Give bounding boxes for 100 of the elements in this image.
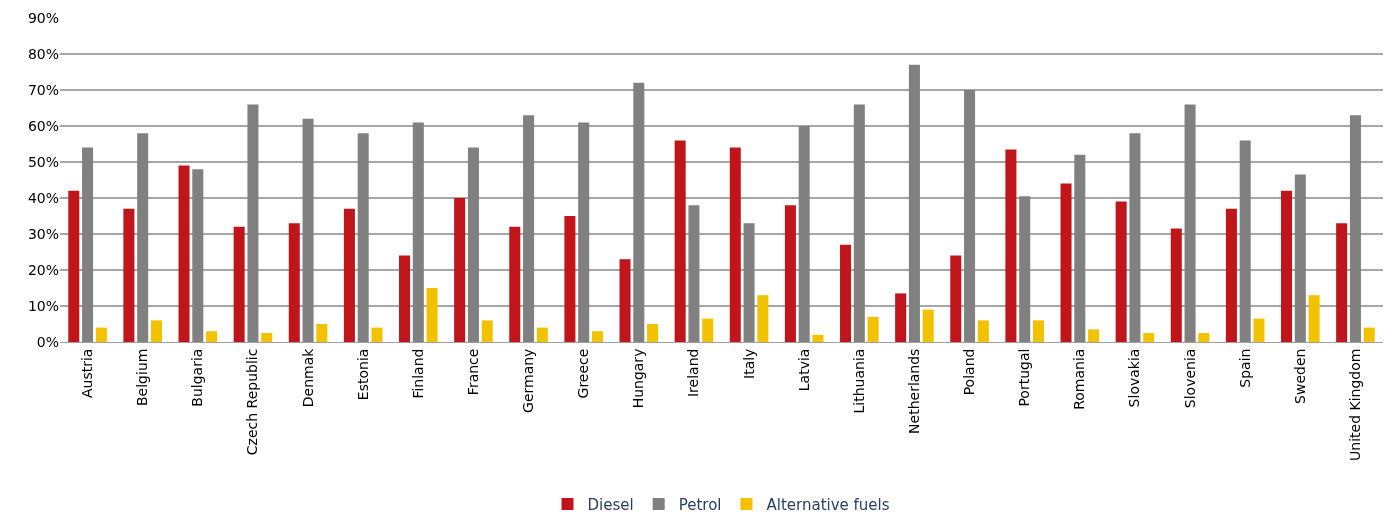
bar [137,133,149,342]
x-tick-label: Denmak [299,347,316,408]
bar [288,223,300,342]
x-tick-label: Finland [409,348,426,399]
x-tick-label: Hungary [630,348,647,409]
x-tick-label: Romania [1071,348,1088,410]
bar [302,118,314,342]
bar [1198,333,1210,342]
legend-label: Alternative fuels [766,495,890,514]
bar [564,216,576,342]
bar [412,122,424,342]
x-tick-label: Estonia [354,348,371,401]
bar [729,147,741,342]
bar [1060,183,1072,342]
y-tick-label: 0% [36,333,59,350]
bar [357,133,369,342]
bar [192,169,204,342]
bar [95,327,107,342]
bar [591,331,603,342]
y-tick-label: 40% [27,189,59,206]
x-tick-label: Czech Republic [244,348,261,456]
bar [1115,201,1127,342]
bar [1032,320,1044,342]
bar [82,147,94,342]
y-tick-label: 80% [27,45,59,62]
x-tick-label: Sweden [1291,348,1308,404]
bar [123,208,135,342]
bar [1129,133,1141,342]
bar [840,244,852,342]
y-tick-label: 30% [27,225,59,242]
x-tick-label: Slovenia [1181,348,1198,409]
x-tick-label: Lithuania [850,348,867,414]
bar [908,64,920,342]
bar [316,324,328,342]
bar [702,318,714,342]
bar [150,320,162,342]
y-tick-label: 10% [27,297,59,314]
bar [812,334,824,342]
x-tick-label: Italy [740,348,757,379]
y-tick-label: 90% [27,9,59,26]
bar [853,104,865,342]
bar [178,165,190,342]
bar [399,255,411,342]
x-tick-label: Spain [1236,348,1253,388]
y-tick-label: 60% [27,117,59,134]
bar [578,122,590,342]
bar [247,104,259,342]
bar [1253,318,1265,342]
x-tick-label: Netherlands [905,348,922,434]
bar [481,320,493,342]
bar [1363,327,1375,342]
bar [674,140,686,342]
bar [261,333,273,342]
bar [688,205,700,342]
y-tick-label: 70% [27,81,59,98]
y-tick-label: 20% [27,261,59,278]
bar [1308,295,1320,342]
bar [867,316,879,342]
legend-label: Diesel [587,495,634,514]
bar [977,320,989,342]
bar [1088,329,1100,342]
bar [68,190,80,342]
bar [426,288,438,342]
legend-label: Petrol [678,495,722,514]
bar [343,208,355,342]
bar [523,115,535,342]
bar [509,226,521,342]
bar [633,82,645,342]
bar [895,293,907,342]
bar [1239,140,1251,342]
bar [1143,333,1155,342]
x-tick-label: Slovakia [1126,348,1143,408]
bar [784,205,796,342]
bar [1281,190,1293,342]
bar [454,198,466,342]
bar [1184,104,1196,342]
bar [757,295,769,342]
x-tick-label: Bulgaria [189,348,206,407]
bar [1349,115,1361,342]
x-tick-label: Belgium [134,348,151,407]
bar [743,223,755,342]
bar [619,259,631,342]
bar [371,327,383,342]
bar [798,126,810,342]
x-tick-label: United Kingdom [1346,348,1363,461]
bar [922,309,934,342]
bar [950,255,962,342]
bar [1170,228,1182,342]
bar [1336,223,1348,342]
bar [647,324,659,342]
x-tick-label: Portugal [1016,348,1033,407]
y-tick-label: 50% [27,153,59,170]
bar [1225,208,1237,342]
bar [1019,196,1031,342]
bar [964,90,976,342]
bar [536,327,548,342]
x-tick-label: France [464,348,481,396]
x-tick-label: Latvia [795,348,812,392]
x-tick-label: Greece [575,348,592,399]
x-tick-label: Poland [961,348,978,396]
